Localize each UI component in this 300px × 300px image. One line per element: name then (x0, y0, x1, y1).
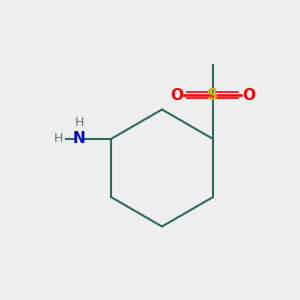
Text: H: H (54, 132, 64, 145)
Text: S: S (207, 88, 218, 103)
Text: O: O (170, 88, 183, 103)
Text: O: O (242, 88, 255, 103)
Text: N: N (73, 131, 85, 146)
Text: H: H (74, 116, 84, 129)
